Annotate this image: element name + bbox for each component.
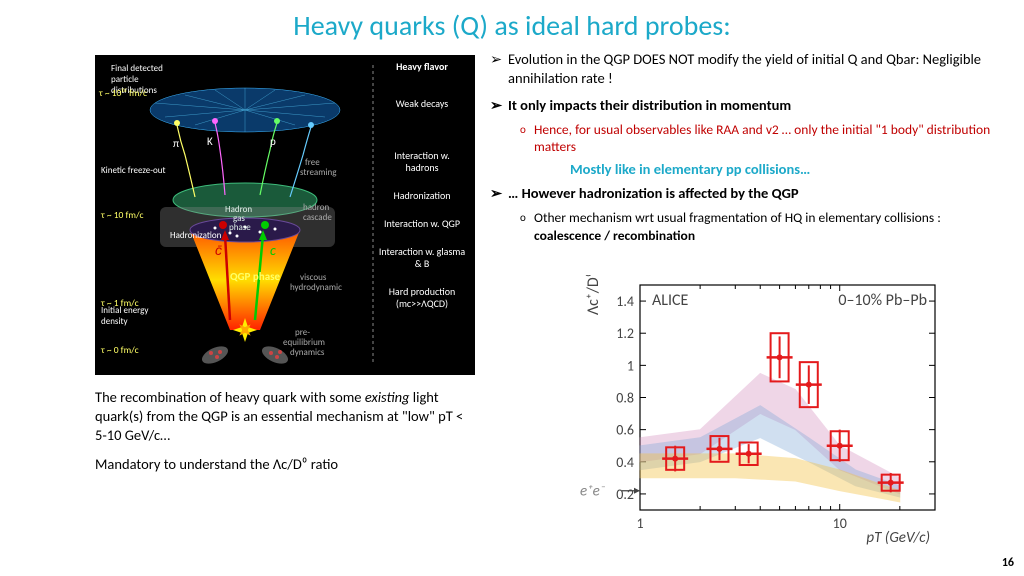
svg-text:0.8: 0.8 xyxy=(616,390,634,407)
svg-text:c: c xyxy=(270,242,276,259)
recombination-text: The recombination of heavy quark with so… xyxy=(95,388,475,473)
svg-text:0.4: 0.4 xyxy=(616,454,634,471)
bullet-2: It only impacts their distribution in mo… xyxy=(490,96,1010,115)
svg-text:e⁺e⁻: e⁺e⁻ xyxy=(580,483,606,501)
chart-svg: 0.2 0.4 0.6 0.8 1 1.2 1.4 1 10 ALICE 0–10% Pb–Pb pT… xyxy=(570,275,950,550)
svg-text:Λc⁺/D⁰: Λc⁺/D⁰ xyxy=(584,275,603,315)
svg-text:0.2: 0.2 xyxy=(616,486,634,503)
svg-text:0.6: 0.6 xyxy=(616,422,634,439)
page-number: 16 xyxy=(1002,556,1014,570)
svg-text:1: 1 xyxy=(627,357,634,374)
bullet-2a: Hence, for usual observables like RAA an… xyxy=(490,121,1010,156)
svg-text:c̄: c̄ xyxy=(215,242,222,259)
svg-text:1: 1 xyxy=(636,515,643,532)
bullet-3a: Other mechanism wrt usual fragmentation … xyxy=(490,209,1010,244)
svg-text:dynamics: dynamics xyxy=(290,347,325,358)
bullet-1: Evolution in the QGP DOES NOT modify the… xyxy=(490,50,1010,88)
svg-text:pT (GeV/c): pT (GeV/c) xyxy=(866,529,930,547)
bullet-list: Evolution in the QGP DOES NOT modify the… xyxy=(490,50,1010,246)
bullet-2-mostly: Mostly like in elementary pp collisions… xyxy=(490,160,1010,179)
diagram-right-labels: Heavy flavor Weak decays Interaction w. … xyxy=(377,61,467,326)
svg-text:10: 10 xyxy=(833,515,847,532)
svg-text:0–10% Pb–Pb: 0–10% Pb–Pb xyxy=(838,291,927,310)
alice-chart: 0.2 0.4 0.6 0.8 1 1.2 1.4 1 10 ALICE 0–10% Pb–Pb pT… xyxy=(570,275,950,550)
svg-text:1.4: 1.4 xyxy=(616,293,634,310)
svg-text:QGP phase: QGP phase xyxy=(230,270,281,283)
svg-text:streaming: streaming xyxy=(300,167,337,178)
svg-text:hydrodynamic: hydrodynamic xyxy=(290,282,342,293)
svg-text:π: π xyxy=(173,137,179,150)
svg-text:K: K xyxy=(207,135,213,148)
evolution-diagram: c̄ c π K p free streaming hadron cascade… xyxy=(95,55,475,375)
svg-text:Hadronization: Hadronization xyxy=(170,230,222,241)
svg-text:1.2: 1.2 xyxy=(616,325,634,342)
svg-text:phase: phase xyxy=(229,222,251,233)
bullet-3: … However hadronization is affected by t… xyxy=(490,184,1010,203)
slide-title: Heavy quarks (Q) as ideal hard probes: xyxy=(0,0,1024,43)
svg-text:ALICE: ALICE xyxy=(652,291,689,310)
svg-text:cascade: cascade xyxy=(303,212,332,223)
svg-text:p: p xyxy=(270,135,276,148)
